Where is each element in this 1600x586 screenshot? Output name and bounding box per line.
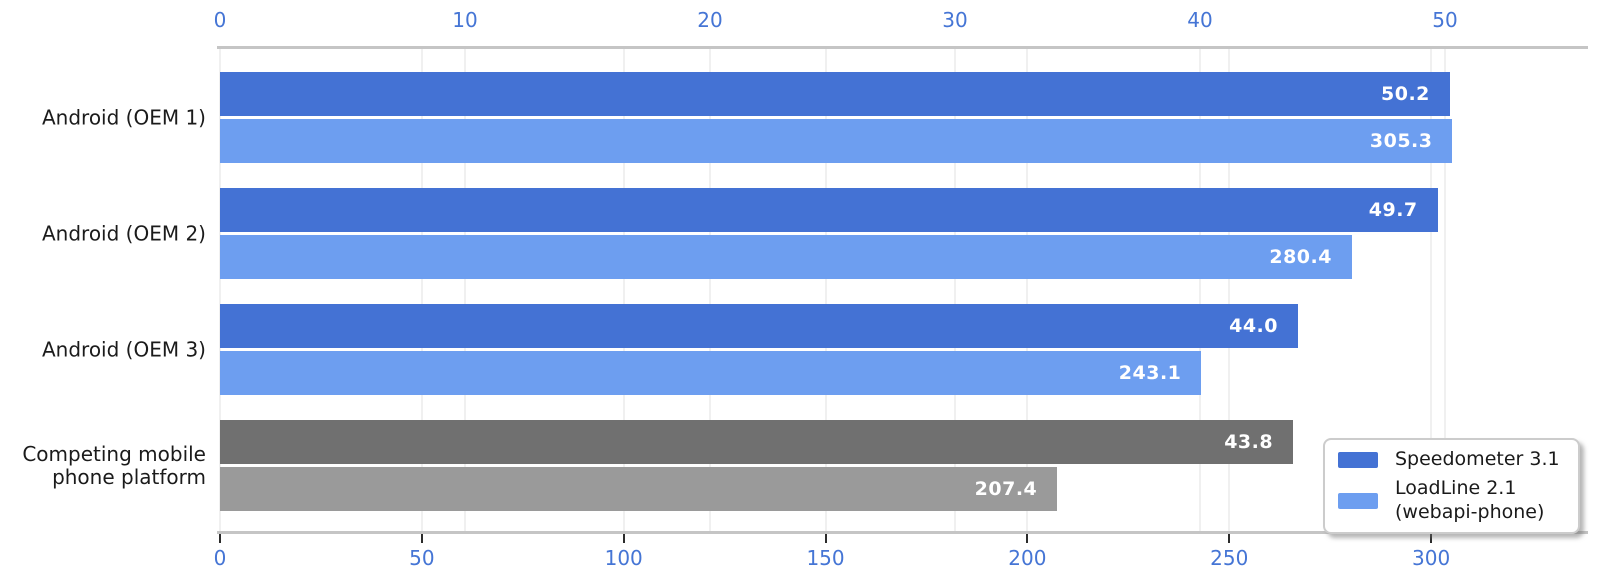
bottom-gridline (1430, 49, 1433, 531)
bar-value-label: 243.1 (1118, 362, 1182, 384)
bottom-axis-tick-label: 300 (1412, 546, 1451, 570)
legend-label-speedometer: Speedometer 3.1 (1395, 448, 1560, 470)
top-gridline (464, 49, 466, 531)
bar-loadline-group-1: 305.3 (220, 119, 1453, 163)
bar-loadline-group-3: 243.1 (220, 351, 1202, 395)
bottom-gridline (420, 49, 423, 531)
bottom-axis-tick-label: 200 (1008, 546, 1047, 570)
bottom-axis-tick-mark (824, 534, 827, 543)
bottom-axis-tick-mark (219, 534, 221, 543)
bottom-gridline (219, 49, 221, 531)
bar-speedometer-group-1: 50.2 (220, 72, 1450, 116)
bottom-axis-tick-mark (420, 534, 423, 543)
speedometer-legend-swatch (1338, 451, 1378, 468)
bottom-axis-tick-mark (1228, 534, 1231, 543)
bar-speedometer-group-4: 43.8 (220, 420, 1294, 464)
bar-value-label: 43.8 (1224, 431, 1274, 453)
bottom-axis-line (217, 531, 1588, 534)
top-gridline (1444, 49, 1446, 531)
bottom-axis-tick-mark (1026, 534, 1029, 543)
top-axis-tick-label: 20 (697, 8, 723, 32)
legend-item-speedometer: Speedometer 3.1 (1338, 448, 1565, 472)
legend: Speedometer 3.1 LoadLine 2.1 (webapi-pho… (1323, 438, 1580, 535)
bottom-gridline (622, 49, 625, 531)
bar-speedometer-group-2: 49.7 (220, 188, 1438, 232)
bottom-axis-tick-label: 50 (409, 546, 435, 570)
category-label-1: Android (OEM 1) (41, 105, 206, 129)
bar-loadline-group-2: 280.4 (220, 235, 1352, 279)
bar-value-label: 207.4 (974, 478, 1038, 500)
category-label-2: Android (OEM 2) (41, 221, 206, 245)
bar-value-label: 305.3 (1369, 130, 1433, 152)
top-gridline (954, 49, 956, 531)
top-axis-tick-label: 30 (942, 8, 968, 32)
top-axis-tick-label: 50 (1432, 8, 1458, 32)
bar-value-label: 49.7 (1368, 199, 1418, 221)
bar-loadline-group-4: 207.4 (220, 467, 1058, 511)
bottom-axis-tick-label: 0 (213, 546, 227, 570)
category-label-3: Android (OEM 3) (41, 337, 206, 361)
top-axis-tick-label: 40 (1187, 8, 1213, 32)
bottom-axis-tick-label: 250 (1210, 546, 1249, 570)
top-axis-tick-label: 10 (452, 8, 478, 32)
top-gridline (1199, 49, 1201, 531)
loadline-legend-swatch (1338, 492, 1378, 509)
top-axis-tick-label: 0 (213, 8, 227, 32)
bottom-axis-tick-label: 150 (806, 546, 845, 570)
bottom-axis-tick-mark (622, 534, 625, 543)
bar-value-label: 50.2 (1381, 83, 1430, 105)
legend-item-loadline: LoadLine 2.1 (webapi-phone) (1338, 477, 1565, 525)
bar-speedometer-group-3: 44.0 (220, 304, 1298, 348)
bottom-gridline (1026, 49, 1029, 531)
bar-value-label: 44.0 (1229, 315, 1278, 337)
top-gridline (709, 49, 711, 531)
bar-value-label: 280.4 (1269, 246, 1332, 268)
top-axis-line (217, 46, 1588, 49)
bottom-gridline (824, 49, 827, 531)
bottom-axis-tick-label: 100 (604, 546, 643, 570)
legend-label-loadline: LoadLine 2.1 (webapi-phone) (1395, 476, 1545, 523)
bottom-axis-tick-mark (1430, 534, 1433, 543)
bottom-gridline (1228, 49, 1231, 531)
category-label-4: Competing mobile phone platform (22, 441, 206, 489)
